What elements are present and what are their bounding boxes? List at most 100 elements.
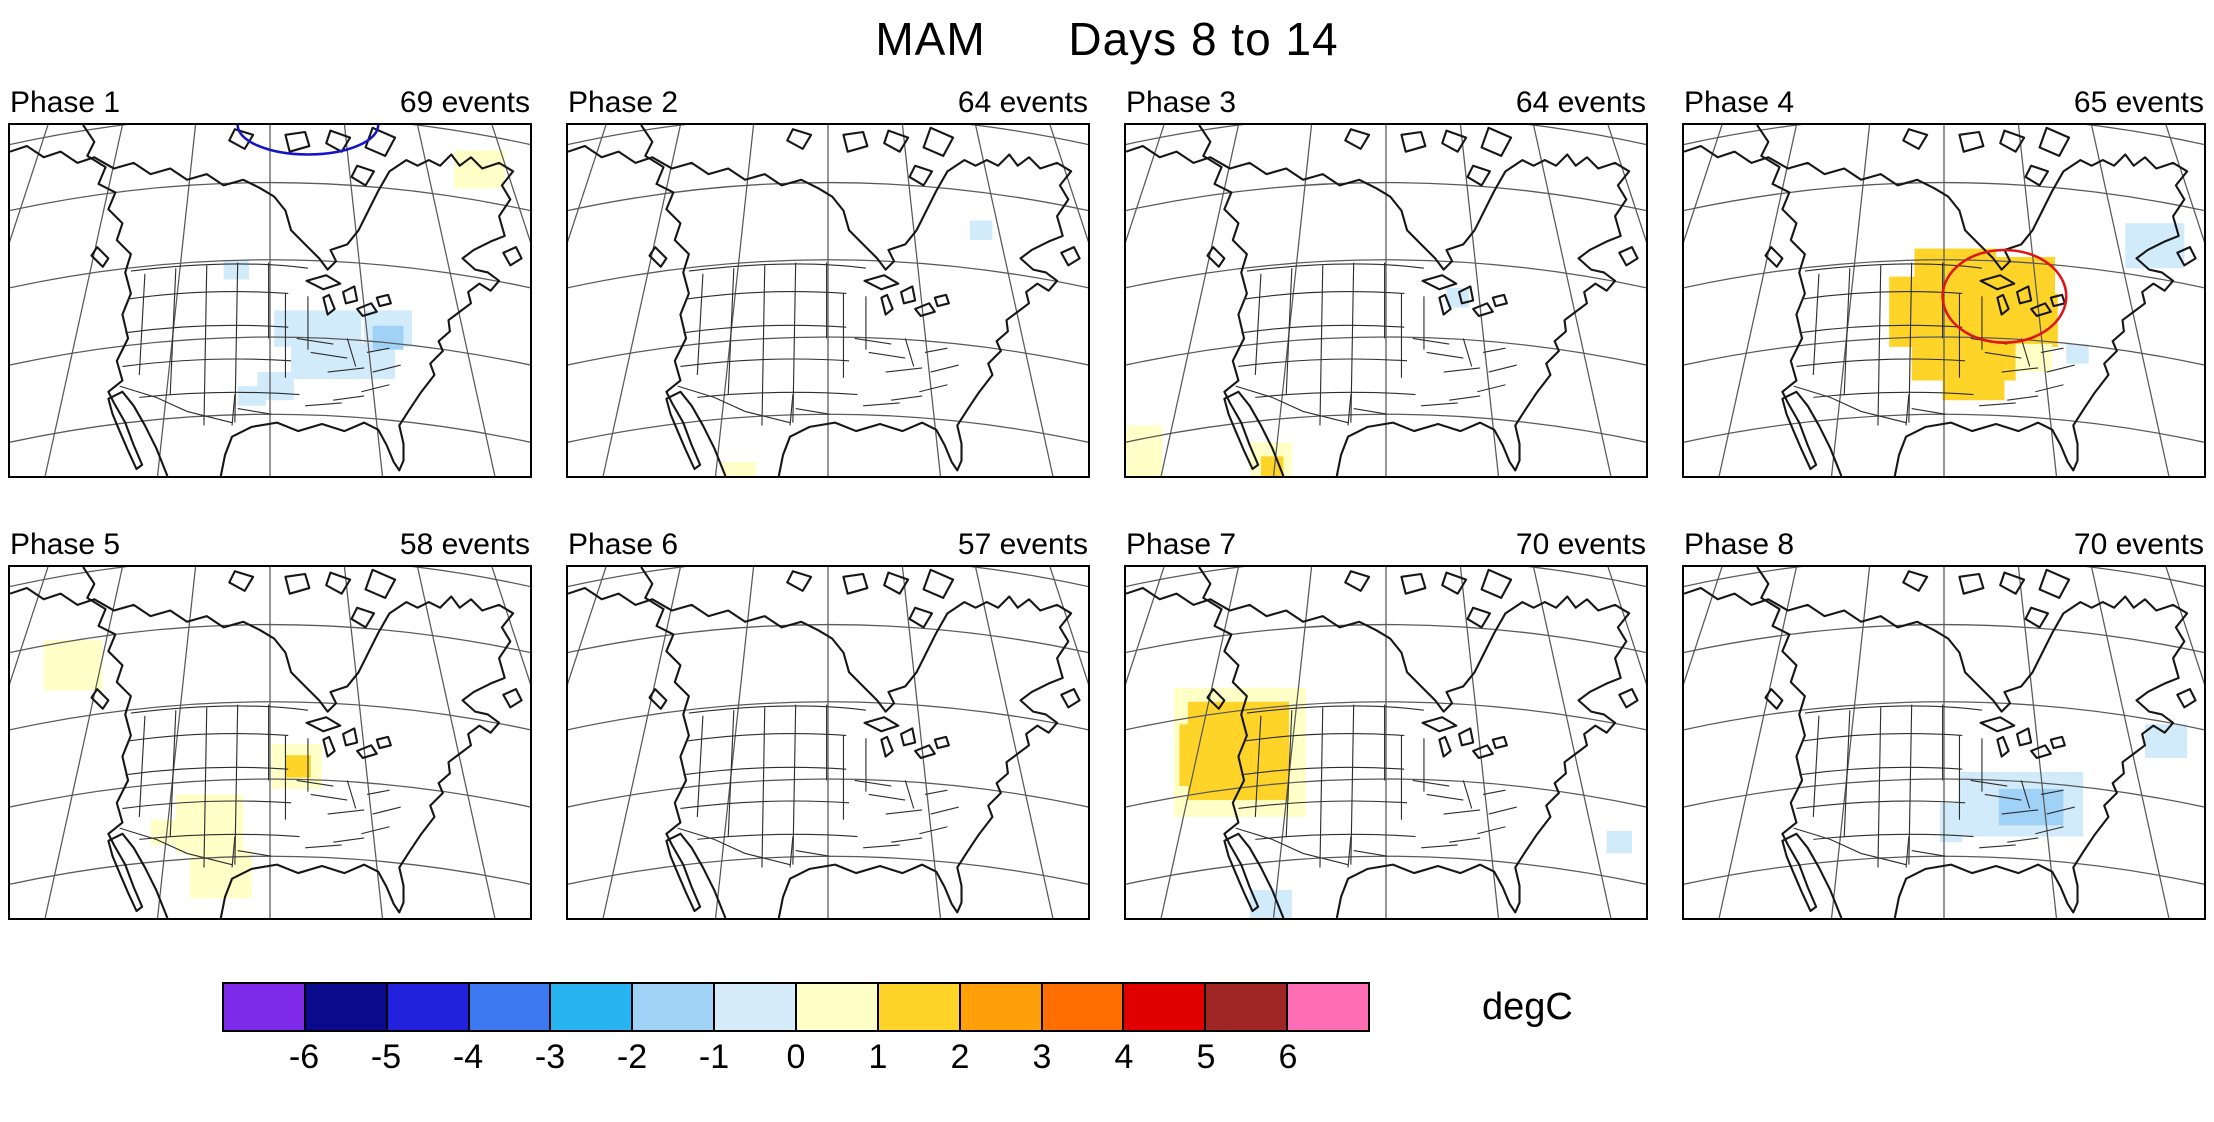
phase-label: Phase 2: [568, 86, 679, 119]
colorbar-segment: [797, 984, 879, 1030]
map-frame: [566, 123, 1090, 478]
colorbar-area: -6 -5 -4 -3 -2 -1 0 1 2 3 4 5 6 degC: [222, 982, 2208, 1080]
phase-label: Phase 8: [1684, 528, 1795, 561]
anomaly-patch: [1911, 344, 2016, 381]
colorbar-segment: [878, 984, 961, 1030]
colorbar-tick: -3: [534, 1038, 566, 1076]
anomaly-patch: [454, 150, 505, 189]
north-america-map: [1126, 567, 1646, 918]
north-america-map: [1684, 567, 2204, 918]
anomaly-patch: [2015, 344, 2053, 373]
panel-phase-2: Phase 2 64 events: [566, 86, 1090, 478]
panel-phase-4: Phase 4 65 events: [1682, 86, 2206, 478]
anomaly-patch: [372, 325, 404, 350]
colorbar-tick: 3: [1032, 1038, 1052, 1076]
north-america-map: [1684, 125, 2204, 476]
colorbar-segment: [305, 984, 388, 1030]
colorbar-segment: [1288, 984, 1369, 1030]
anomaly-patch: [223, 259, 249, 280]
colorbar-segment: [960, 984, 1043, 1030]
panel-phase-8: Phase 8 70 events: [1682, 528, 2206, 920]
colorbar-tick: 1: [868, 1038, 888, 1076]
anomaly-patch: [2144, 724, 2188, 758]
north-america-map: [1126, 125, 1646, 476]
events-count: 70 events: [1515, 528, 1646, 561]
north-america-map: [568, 567, 1088, 918]
colorbar-tick: 0: [786, 1038, 806, 1076]
events-count: 65 events: [2073, 86, 2204, 119]
colorbar-tick: 6: [1278, 1038, 1298, 1076]
events-count: 64 events: [1515, 86, 1646, 119]
colorbar-tick: 2: [950, 1038, 970, 1076]
map-frame: [1682, 123, 2206, 478]
north-america-map: [10, 567, 530, 918]
colorbar-segment: [469, 984, 552, 1030]
panel-phase-3: Phase 3 64 events: [1124, 86, 1648, 478]
colorbar: [222, 982, 1370, 1032]
colorbar-segment: [715, 984, 798, 1030]
map-frame: [1124, 123, 1648, 478]
colorbar-segment: [1206, 984, 1289, 1030]
phase-label: Phase 3: [1126, 86, 1237, 119]
colorbar-unit-label: degC: [1482, 986, 1573, 1028]
anomaly-patch: [237, 386, 266, 406]
phase-label: Phase 5: [10, 528, 121, 561]
anomaly-patch: [1998, 788, 2064, 826]
phase-label: Phase 4: [1684, 86, 1795, 119]
colorbar-tick: -2: [616, 1038, 648, 1076]
colorbar-segment: [633, 984, 716, 1030]
colorbar-segment: [551, 984, 634, 1030]
colorbar-segment: [1042, 984, 1125, 1030]
phase-label: Phase 7: [1126, 528, 1237, 561]
colorbar-tick: -1: [698, 1038, 730, 1076]
colorbar-segment: [224, 984, 306, 1030]
panel-phase-1: Phase 1 69 events: [8, 86, 532, 478]
anomaly-patch: [1179, 724, 1222, 787]
events-count: 64 events: [957, 86, 1088, 119]
significance-contour: [236, 125, 380, 156]
events-count: 58 events: [399, 528, 530, 561]
anomaly-patch: [969, 220, 993, 241]
events-count: 57 events: [957, 528, 1088, 561]
panel-phase-7: Phase 7 70 events: [1124, 528, 1648, 920]
colorbar-tick: -5: [370, 1038, 402, 1076]
map-frame: [1124, 565, 1648, 920]
panel-header: Phase 4 65 events: [1684, 86, 2204, 120]
colorbar-tick: 4: [1114, 1038, 1134, 1076]
map-frame: [8, 565, 532, 920]
map-frame: [566, 565, 1090, 920]
panel-phase-5: Phase 5 58 events: [8, 528, 532, 920]
anomaly-patch: [43, 640, 103, 691]
figure-title: MAM Days 8 to 14: [875, 13, 1339, 65]
figure: MAM Days 8 to 14 Phase 1 69 events Phase…: [6, 13, 2208, 1080]
panel-header: Phase 7 70 events: [1126, 528, 1646, 562]
events-count: 69 events: [399, 86, 530, 119]
panel-header: Phase 8 70 events: [1684, 528, 2204, 562]
map-frame: [1682, 565, 2206, 920]
anomaly-patch: [1939, 802, 1963, 843]
events-count: 70 events: [2073, 528, 2204, 561]
panel-header: Phase 2 64 events: [568, 86, 1088, 120]
anomaly-patch: [175, 794, 244, 854]
colorbar-segment: [1124, 984, 1207, 1030]
north-america-map: [568, 125, 1088, 476]
colorbar-wrap: -6 -5 -4 -3 -2 -1 0 1 2 3 4 5 6: [222, 982, 1370, 1080]
panel-header: Phase 6 57 events: [568, 528, 1088, 562]
panels-grid: Phase 1 69 events Phase 2 64 events Phas…: [6, 86, 2208, 920]
north-america-map: [10, 125, 530, 476]
anomaly-patch: [274, 310, 362, 347]
anomaly-patch: [1942, 377, 2005, 401]
map-frame: [8, 123, 532, 478]
panel-header: Phase 1 69 events: [10, 86, 530, 120]
phase-label: Phase 1: [10, 86, 121, 119]
anomaly-patch: [2066, 344, 2089, 364]
colorbar-ticks: -6 -5 -4 -3 -2 -1 0 1 2 3 4 5 6: [222, 1032, 1370, 1080]
anomaly-patch: [1606, 830, 1632, 854]
phase-label: Phase 6: [568, 528, 679, 561]
anomaly-patch: [1126, 425, 1163, 476]
colorbar-segment: [387, 984, 470, 1030]
anomaly-patch: [722, 461, 757, 476]
anomaly-patch: [285, 755, 311, 778]
colorbar-tick: 5: [1196, 1038, 1216, 1076]
colorbar-tick: -6: [288, 1038, 320, 1076]
